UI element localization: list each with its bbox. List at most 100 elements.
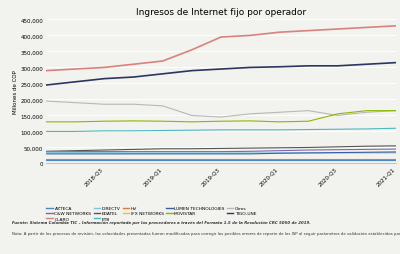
DIRECTV xyxy=(306,152,311,155)
LUMEN TECHNOLOGIES xyxy=(160,153,165,156)
HV xyxy=(306,157,311,161)
DIRECTV xyxy=(335,152,340,155)
Otros xyxy=(102,103,107,106)
HV xyxy=(190,157,194,161)
DIRECTV xyxy=(102,151,107,154)
DIRECTV xyxy=(44,151,48,154)
EDATEL xyxy=(73,150,78,153)
EDATEL xyxy=(190,148,194,151)
AZTECA xyxy=(248,159,252,162)
LUMEN TECHNOLOGIES xyxy=(306,152,311,155)
HV xyxy=(102,157,107,161)
AZTECA xyxy=(160,159,165,162)
TIGO-UNE xyxy=(364,64,369,67)
C&W NETWORKS xyxy=(364,148,369,151)
CLARO xyxy=(277,31,282,35)
HV xyxy=(277,157,282,161)
EDATEL xyxy=(364,145,369,148)
Otros xyxy=(44,100,48,103)
Otros xyxy=(335,115,340,118)
Title: Ingresos de Internet fijo por operador: Ingresos de Internet fijo por operador xyxy=(136,8,306,17)
MOVISTAR xyxy=(160,120,165,123)
HV xyxy=(218,157,223,161)
HV xyxy=(364,157,369,161)
IFX NETWORKS xyxy=(44,158,48,162)
HV xyxy=(44,157,48,161)
DIRECTV xyxy=(73,151,78,154)
TIGO-UNE xyxy=(277,66,282,69)
HV xyxy=(394,157,398,161)
CLARO xyxy=(102,67,107,70)
IFX NETWORKS xyxy=(277,158,282,162)
MOVISTAR xyxy=(248,120,252,123)
DIRECTV xyxy=(364,152,369,155)
C&W NETWORKS xyxy=(248,150,252,153)
C&W NETWORKS xyxy=(394,148,398,151)
CLARO xyxy=(160,60,165,63)
EDATEL xyxy=(306,146,311,149)
TIGO-UNE xyxy=(160,73,165,76)
Otros xyxy=(394,110,398,113)
MOVISTAR xyxy=(364,110,369,113)
TIGO-UNE xyxy=(306,65,311,68)
CLARO xyxy=(190,49,194,52)
C&W NETWORKS xyxy=(102,151,107,154)
AZTECA xyxy=(73,159,78,162)
LUMEN TECHNOLOGIES xyxy=(277,152,282,155)
TIGO-UNE xyxy=(73,81,78,84)
Otros xyxy=(277,111,282,114)
CLARO xyxy=(248,35,252,38)
Otros xyxy=(364,111,369,114)
LUMEN TECHNOLOGIES xyxy=(248,153,252,156)
C&W NETWORKS xyxy=(306,149,311,152)
Y-axis label: Millones de COP: Millones de COP xyxy=(13,70,18,114)
MOVISTAR xyxy=(190,121,194,124)
HV xyxy=(73,157,78,161)
AZTECA xyxy=(44,159,48,162)
EDATEL xyxy=(335,146,340,149)
ETB xyxy=(364,128,369,131)
Otros xyxy=(306,110,311,113)
Line: ETB: ETB xyxy=(46,129,396,132)
DIRECTV xyxy=(248,152,252,155)
Line: Otros: Otros xyxy=(46,102,396,118)
TIGO-UNE xyxy=(394,62,398,65)
AZTECA xyxy=(131,159,136,162)
TIGO-UNE xyxy=(248,67,252,70)
Otros xyxy=(248,113,252,116)
ETB xyxy=(73,130,78,133)
Otros xyxy=(73,102,78,105)
IFX NETWORKS xyxy=(160,158,165,162)
EDATEL xyxy=(102,149,107,152)
Legend: AZTECA, C&W NETWORKS, CLARO, DIRECTV, EDATEL, ETB, HV, IFX NETWORKS, LUMEN TECHN: AZTECA, C&W NETWORKS, CLARO, DIRECTV, ED… xyxy=(46,206,256,221)
Otros xyxy=(218,116,223,119)
MOVISTAR xyxy=(306,120,311,123)
C&W NETWORKS xyxy=(218,151,223,154)
IFX NETWORKS xyxy=(364,158,369,162)
LUMEN TECHNOLOGIES xyxy=(131,153,136,156)
TIGO-UNE xyxy=(131,76,136,79)
ETB xyxy=(44,130,48,133)
IFX NETWORKS xyxy=(102,158,107,162)
AZTECA xyxy=(335,159,340,162)
C&W NETWORKS xyxy=(131,151,136,154)
CLARO xyxy=(131,64,136,67)
MOVISTAR xyxy=(218,120,223,123)
Text: Nota: A partir de los procesos de revisión, las velocidades presentadas fueron m: Nota: A partir de los procesos de revisi… xyxy=(12,231,400,235)
CLARO xyxy=(306,30,311,33)
CLARO xyxy=(218,36,223,39)
IFX NETWORKS xyxy=(248,158,252,162)
IFX NETWORKS xyxy=(73,158,78,162)
IFX NETWORKS xyxy=(190,158,194,162)
LUMEN TECHNOLOGIES xyxy=(218,153,223,156)
DIRECTV xyxy=(394,152,398,155)
ETB xyxy=(160,130,165,133)
LUMEN TECHNOLOGIES xyxy=(335,151,340,154)
MOVISTAR xyxy=(335,113,340,116)
MOVISTAR xyxy=(73,121,78,124)
MOVISTAR xyxy=(277,121,282,124)
IFX NETWORKS xyxy=(394,158,398,162)
C&W NETWORKS xyxy=(335,149,340,152)
DIRECTV xyxy=(277,152,282,155)
LUMEN TECHNOLOGIES xyxy=(44,153,48,156)
